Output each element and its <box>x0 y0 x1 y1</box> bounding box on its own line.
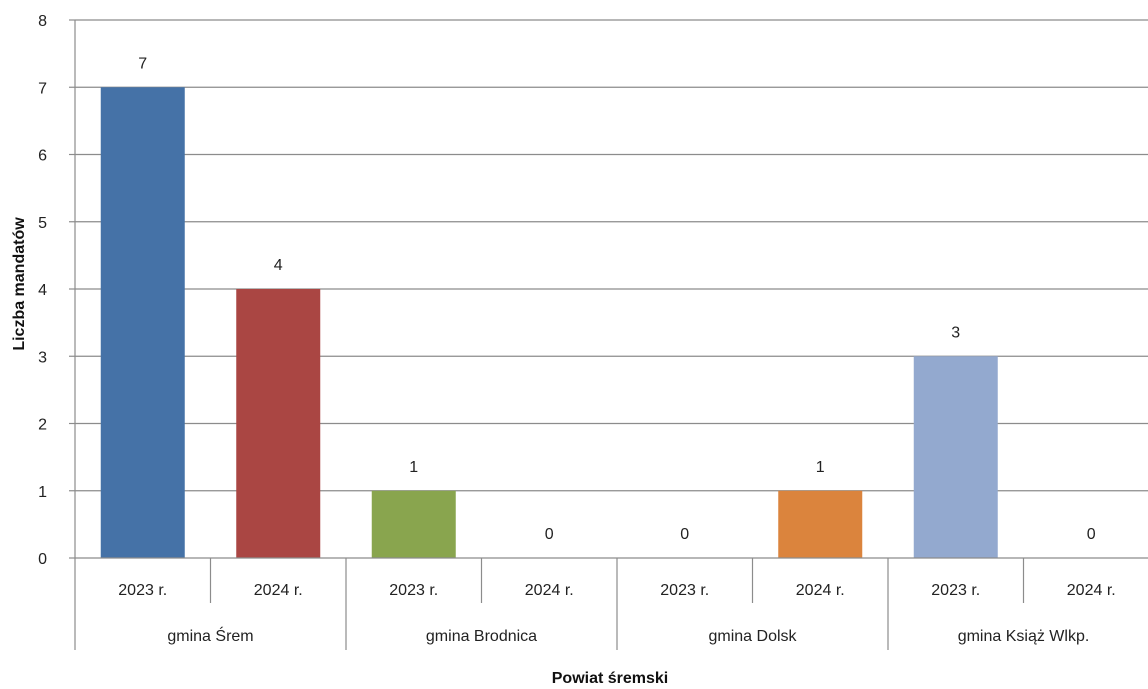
y-tick-label: 8 <box>38 13 47 30</box>
y-tick-label: 2 <box>38 417 47 434</box>
bar <box>913 356 998 558</box>
data-label: 0 <box>1087 526 1096 543</box>
x-category-label: 2023 r. <box>660 582 709 599</box>
x-category-label: 2023 r. <box>118 582 167 599</box>
x-group-label: gmina Książ Wlkp. <box>958 628 1090 645</box>
x-axis-title: Powiat śremski <box>552 670 669 687</box>
bars <box>100 87 998 558</box>
y-tick-label: 4 <box>38 282 47 299</box>
x-category-label: 2024 r. <box>254 582 303 599</box>
data-label: 7 <box>138 55 147 72</box>
y-tick-label: 6 <box>38 148 47 165</box>
y-tick-label: 1 <box>38 484 47 501</box>
bar <box>236 289 321 558</box>
x-group-label: gmina Brodnica <box>426 628 537 645</box>
y-axis-title: Liczba mandatów <box>11 217 28 351</box>
x-category-label: 2023 r. <box>931 582 980 599</box>
x-category-label: 2024 r. <box>796 582 845 599</box>
bar <box>778 490 863 558</box>
bar <box>371 490 456 558</box>
y-tick-label: 5 <box>38 215 47 232</box>
data-label: 0 <box>545 526 554 543</box>
data-label: 0 <box>680 526 689 543</box>
y-tick-label: 3 <box>38 349 47 366</box>
data-label: 3 <box>951 324 960 341</box>
data-label: 1 <box>409 459 418 476</box>
x-category-label: 2024 r. <box>525 582 574 599</box>
bar <box>100 87 185 558</box>
y-tick-label: 7 <box>38 80 47 97</box>
labels: 0 1 2 3 4 5 6 7 8 7 2023 r. 4 2024 r. 1 2023 r. 0 2024 r… <box>38 13 1116 645</box>
x-category-label: 2024 r. <box>1067 582 1116 599</box>
data-label: 4 <box>274 257 283 274</box>
data-label: 1 <box>816 459 825 476</box>
axes <box>69 19 1148 650</box>
x-category-label: 2023 r. <box>389 582 438 599</box>
x-group-label: gmina Śrem <box>167 626 253 645</box>
y-tick-label: 0 <box>38 551 47 568</box>
x-group-label: gmina Dolsk <box>708 628 797 645</box>
